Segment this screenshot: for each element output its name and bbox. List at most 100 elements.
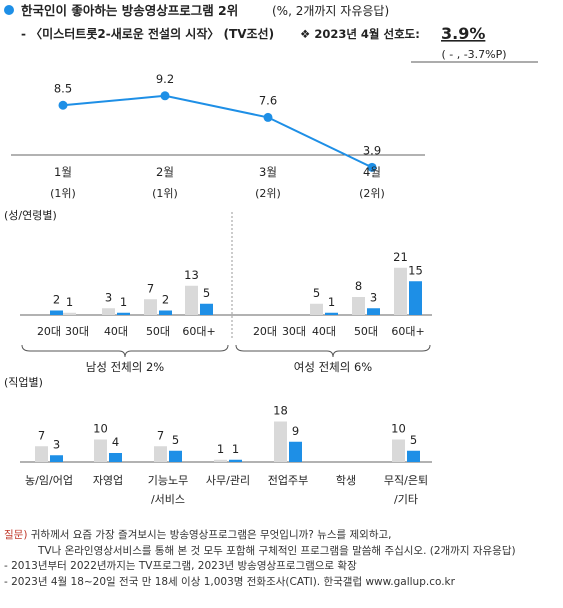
demographic-value-label: 2 (53, 293, 60, 307)
female-group-brace (235, 344, 431, 358)
note-1: - 2013년부터 2022년까지는 TV프로그램, 2023년 방송영상프로그… (4, 560, 357, 572)
occupation-value-label: 3 (53, 437, 60, 451)
footnotes: 질문) 귀하께서 요즘 가장 즐겨보시는 방송영상프로그램은 무엇입니까? 뉴스… (4, 528, 560, 590)
occupation-tick-label: /서비스 (151, 493, 185, 506)
title-bullet-icon (4, 5, 14, 15)
occupation-tick-label: 무직/은퇴 (384, 474, 428, 487)
demographic-bar-gray (352, 297, 365, 315)
demographic-value-label: 1 (66, 295, 73, 309)
occupation-bar-blue (169, 450, 182, 462)
male-group-label: 남성 전체의 2% (86, 360, 165, 374)
trend-series-line (62, 94, 373, 169)
occupation-value-label: 1 (232, 442, 239, 456)
age-tick-label: 60대+ (182, 325, 215, 338)
trend-rank-label: (2위) (255, 187, 281, 200)
demographic-bar-gray (144, 299, 157, 315)
demographic-value-label: 13 (184, 268, 199, 282)
occupation-section-label: (직업별) (4, 376, 43, 389)
occupation-bar-blue (289, 441, 302, 462)
demographic-section-label: (성/연령별) (4, 209, 57, 222)
occupation-tick-label: 학생 (336, 474, 356, 487)
occupation-tick-label: 기능노무 (148, 474, 188, 487)
demographic-bar-gray (63, 312, 76, 315)
trend-point (160, 91, 170, 101)
age-tick-label: 30대 (282, 325, 306, 338)
occupation-value-label: 9 (292, 424, 299, 438)
demographic-bar-blue (200, 303, 213, 315)
age-tick-label: 20대 (253, 325, 277, 338)
trend-rank-label: (1위) (50, 187, 76, 200)
preference-value: 3.9% (441, 24, 485, 43)
trend-point (58, 100, 68, 110)
trend-month-tick-label: 2월 (156, 165, 174, 179)
preference-label: ❖ 2023년 4월 선호도: (300, 27, 420, 41)
occupation-bar-gray (274, 421, 287, 462)
occupation-bar-gray (154, 446, 167, 462)
age-tick-label: 40대 (312, 325, 336, 338)
age-tick-label: 50대 (146, 325, 170, 338)
subtitle: - 〈미스터트롯2-새로운 전설의 시작〉 (TV조선) (21, 26, 274, 41)
trend-month-tick-label: 4월 (363, 165, 381, 179)
age-tick-label: 40대 (104, 325, 128, 338)
age-tick-label: 50대 (354, 325, 378, 338)
occupation-value-label: 10 (391, 422, 406, 436)
occupation-bar-blue (50, 455, 63, 462)
demographic-bar-blue (367, 308, 380, 315)
demographic-bar-blue (117, 312, 130, 315)
demographic-bar-blue (325, 312, 338, 315)
occupation-value-label: 5 (172, 433, 179, 447)
occupation-value-label: 10 (93, 422, 108, 436)
trend-month-tick-label: 1월 (54, 165, 72, 179)
occupation-tick-label: 전업주부 (268, 474, 308, 487)
note-2: - 2023년 4월 18~20일 전국 만 18세 이상 1,003명 전화조… (4, 575, 455, 588)
chart-canvas: 한국인이 좋아하는 방송영상프로그램 2위 (%, 2개까지 자유응답) - 〈… (4, 3, 538, 506)
demographic-value-label: 8 (355, 279, 362, 293)
question-label: 질문) (4, 529, 28, 541)
trend-line-chart: 8.5 1월 (1위) 9.2 2월 (1위) 7.6 3월 (2위) 3.9 4월 (2위) (11, 72, 425, 200)
occupation-bar-blue (407, 450, 420, 462)
trend-point (367, 162, 377, 172)
occupation-tick-label: 자영업 (93, 474, 123, 487)
demographic-value-label: 3 (105, 290, 112, 304)
demographic-bar-blue (409, 281, 422, 315)
trend-data-label: 3.9 (363, 143, 381, 157)
male-group-brace (21, 344, 229, 358)
occupation-value-label: 7 (157, 428, 164, 442)
female-group-label: 여성 전체의 6% (294, 360, 373, 374)
occupation-bar-gray (392, 439, 405, 462)
age-tick-label: 60대+ (391, 325, 424, 338)
occupation-bar-gray (214, 459, 227, 462)
occupation-bar-gray (35, 446, 48, 462)
occupation-tick-label: /기타 (394, 493, 418, 506)
question-line-2: TV나 온라인영상서비스를 통해 본 것 모두 포함해 구체적인 프로그램을 말… (38, 544, 516, 557)
trend-rank-label: (2위) (359, 187, 385, 200)
demographic-value-label: 21 (393, 250, 408, 264)
trend-data-label: 9.2 (156, 72, 174, 86)
demographic-value-label: 1 (120, 295, 127, 309)
demographic-bar-gray (394, 267, 407, 315)
occupation-tick-label: 사무/관리 (206, 474, 250, 487)
demographic-value-label: 2 (162, 293, 169, 307)
trend-data-label: 7.6 (259, 93, 277, 107)
occupation-value-label: 5 (410, 433, 417, 447)
occupation-value-label: 1 (217, 442, 224, 456)
occupation-tick-label: 농/임/어업 (25, 474, 73, 487)
demographic-bar-blue (50, 310, 63, 315)
occupation-value-label: 18 (273, 404, 288, 418)
page-title: 한국인이 좋아하는 방송영상프로그램 2위 (21, 3, 238, 18)
occupation-bar-blue (229, 459, 242, 462)
demographic-value-label: 7 (147, 281, 154, 295)
demographic-value-label: 3 (370, 290, 377, 304)
demographic-bar-blue (159, 310, 172, 315)
occupation-bar-blue (109, 453, 122, 462)
title-note: (%, 2개까지 자유응답) (272, 4, 389, 18)
trend-point (263, 112, 273, 122)
age-tick-label: 30대 (65, 325, 89, 338)
occupation-bar-gray (94, 439, 107, 462)
age-tick-label: 20대 (37, 325, 61, 338)
question-line-1: 귀하께서 요즘 가장 즐겨보시는 방송영상프로그램은 무엇입니까? 뉴스를 제외… (30, 529, 392, 541)
trend-data-label: 8.5 (54, 81, 72, 95)
demographic-value-label: 1 (328, 295, 335, 309)
